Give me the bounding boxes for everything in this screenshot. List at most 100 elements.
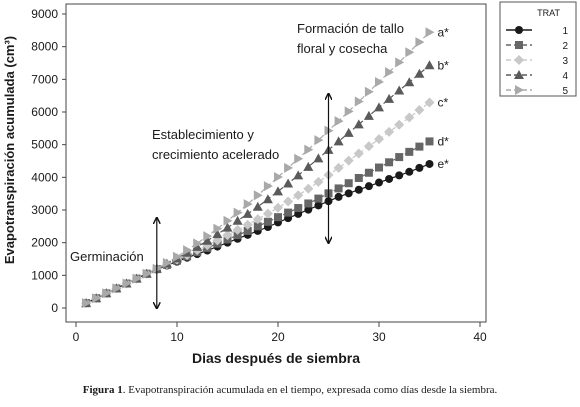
data-point [374,102,384,112]
y-tick-label: 0 [51,301,58,315]
data-point [294,153,304,164]
y-tick-label: 6000 [31,105,58,119]
data-point [425,27,435,38]
y-axis-label: Evapotranspiración acumulada (cm³) [2,36,17,264]
data-point [232,215,243,225]
data-point [344,189,353,198]
data-point [313,153,324,163]
series-5: a* [82,25,449,309]
data-point [173,251,182,262]
data-point [343,127,354,137]
legend-marker [514,70,524,79]
data-point [102,288,112,299]
legend-box [499,1,577,97]
data-point [222,230,233,241]
data-point [333,162,344,173]
x-tick-label: 10 [170,330,184,344]
legend-marker [515,41,523,49]
data-point [284,162,294,173]
data-point [274,172,283,183]
series-end-label: d* [438,134,450,148]
data-point [202,235,213,245]
data-point [314,135,324,146]
data-point [405,167,414,176]
y-tick-label: 9000 [31,7,58,21]
data-point [192,241,203,251]
data-point [394,85,405,95]
series-line [85,64,430,304]
figure-caption: Figura 1. Evapotranspiración acumulada e… [0,384,580,396]
legend-item-1: 1 [506,26,568,37]
data-point [212,229,223,239]
data-point [303,161,314,171]
data-point [415,37,425,48]
data-point [395,57,405,68]
annotation-text: crecimiento acelerado [152,147,279,162]
legend-label: 4 [562,71,568,82]
data-point [232,224,243,235]
data-point [405,47,415,58]
data-point [375,76,384,87]
data-point [333,136,344,146]
data-point [414,68,425,78]
data-point [262,194,273,204]
y-axis: 0 1000 2000 3000 4000 5000 6000 7000 8000 9000 [31,7,66,315]
data-point [273,186,283,196]
annotation-text: floral y cosecha [297,41,388,56]
data-point [122,278,132,289]
data-point [183,245,193,256]
data-point [375,178,383,187]
data-point [242,208,253,218]
data-point [213,223,223,234]
data-point [405,147,414,156]
data-point [253,190,263,201]
y-tick-label: 3000 [31,203,58,217]
data-point [273,202,283,213]
data-point [242,219,253,230]
data-point [404,112,415,123]
data-point [395,171,404,180]
data-point [344,106,354,117]
data-point [343,155,354,166]
data-point [283,196,294,207]
data-point [223,215,233,226]
data-point [92,293,102,304]
y-tick-label: 2000 [31,236,58,250]
caption-label: Figura 1 [82,384,123,396]
data-point [314,194,323,203]
data-point [363,141,374,152]
data-point [415,163,424,172]
legend-item-2: 2 [506,41,568,52]
y-tick-label: 8000 [31,40,58,54]
data-point [314,201,323,210]
data-point [293,190,304,201]
data-point [364,182,373,191]
data-point [243,199,253,210]
legend-marker [515,85,524,95]
data-point [354,173,363,182]
x-axis-label: Dias después de siembra [192,350,360,366]
legend: TRAT 1 2 3 4 5 [499,1,577,97]
data-point [395,153,404,162]
data-point [334,184,343,193]
data-point [253,222,262,231]
data-point [304,199,313,208]
data-point [284,208,293,217]
y-tick-label: 4000 [31,170,58,184]
legend-label: 3 [562,56,568,67]
legend-label: 1 [562,26,568,37]
data-point [252,214,263,225]
annotation-text: Formación de tallo [297,21,404,36]
data-point [243,226,252,235]
data-point [353,119,364,129]
annotation: Formación de tallo floral y cosecha [297,21,404,243]
data-point [374,134,384,145]
data-point [313,176,324,187]
x-tick-label: 20 [271,330,285,344]
data-point [304,205,313,214]
annotation-layer: Germinación Establecimiento y crecimiento … [70,21,404,308]
annotation-text: Germinación [70,249,144,264]
data-point [385,158,394,167]
x-tick-label: 40 [473,330,487,344]
